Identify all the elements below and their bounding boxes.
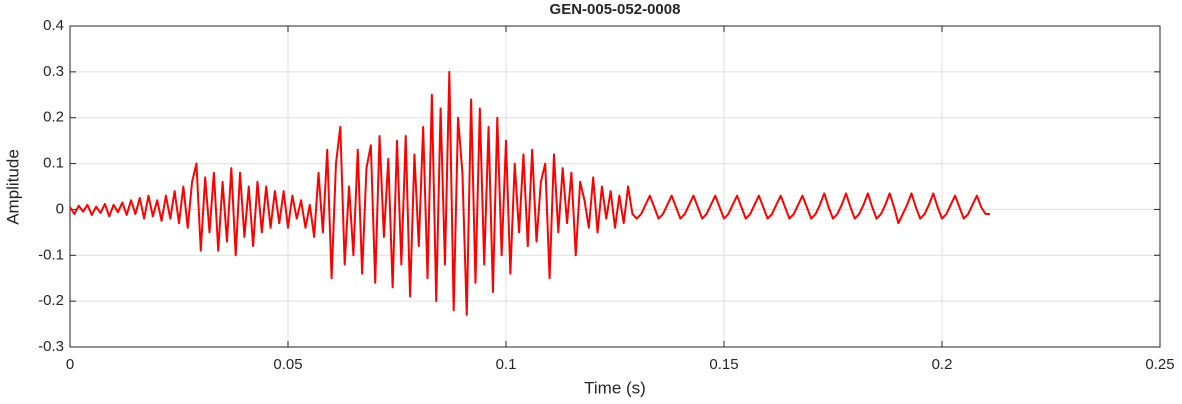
x-tick-label: 0.2 (932, 356, 953, 373)
x-tick-label: 0.15 (709, 356, 738, 373)
y-axis-label: Amplitude (3, 149, 22, 225)
x-axis-label: Time (s) (584, 378, 646, 397)
chart-title: GEN-005-052-0008 (550, 1, 681, 18)
plot-frame (69, 25, 1161, 348)
y-tick-label: -0.2 (38, 292, 64, 309)
y-tick-label: -0.3 (38, 338, 64, 355)
y-tick-label: 0.3 (43, 63, 64, 80)
y-tick-label: 0.4 (43, 17, 64, 34)
x-tick-label: 0.05 (273, 356, 302, 373)
y-tick-label: 0.2 (43, 109, 64, 126)
x-tick-label: 0.25 (1145, 356, 1174, 373)
x-tick-label: 0 (66, 356, 74, 373)
y-tick-label: 0.1 (43, 155, 64, 172)
signal-line (69, 70, 990, 316)
y-tick-label: 0 (56, 200, 64, 217)
x-tick-label: 0.1 (496, 356, 517, 373)
y-tick-label: -0.1 (38, 246, 64, 263)
